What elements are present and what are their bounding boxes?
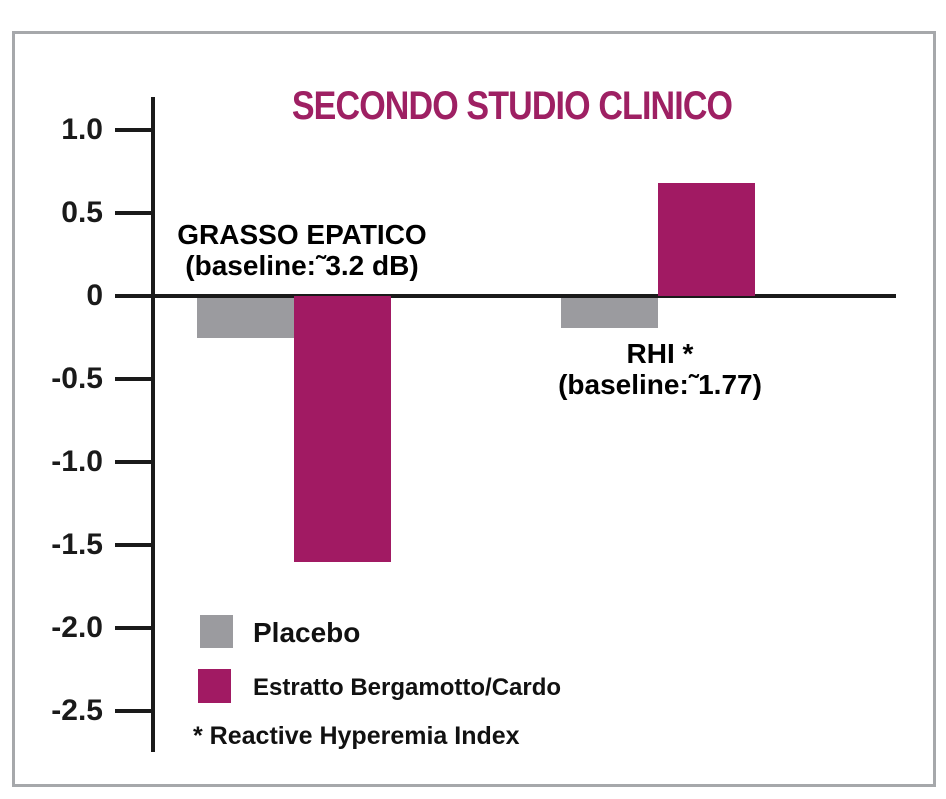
zero-baseline [115,294,896,298]
y-axis-tick [115,626,153,630]
y-axis-tick [115,128,153,132]
bar-placebo-group1 [197,296,294,338]
annotation-rhi-line2: (baseline:˜1.77) [558,369,762,400]
legend-swatch-estratto [198,669,231,703]
legend-swatch-placebo [200,615,233,648]
y-axis-tick [115,709,153,713]
y-axis-tick-label: -1.5 [51,528,103,561]
chart-title: SECONDO STUDIO CLINICO [291,84,733,128]
annotation-grasso-epatico-line1: GRASSO EPATICO [177,219,427,250]
y-axis-tick [115,211,153,215]
y-axis-tick-label: -1.0 [51,445,103,478]
y-axis-tick-label: 0 [86,279,103,312]
bar-placebo-group2 [561,296,658,328]
annotation-grasso-epatico: GRASSO EPATICO (baseline:˜3.2 dB) [142,219,462,281]
y-axis-tick-label: -2.5 [51,694,103,727]
footnote-reactive-hyperemia-index: * Reactive Hyperemia Index [193,722,520,750]
annotation-rhi-line1: RHI * [626,338,694,369]
annotation-rhi: RHI * (baseline:˜1.77) [500,338,820,400]
y-axis-tick [115,377,153,381]
y-axis-tick-label: 1.0 [61,113,103,146]
y-axis-tick [115,543,153,547]
legend-label-estratto: Estratto Bergamotto/Cardo [253,674,562,701]
y-axis-line [151,97,155,752]
chart-frame [12,31,936,787]
y-axis-tick [115,460,153,464]
annotation-grasso-epatico-line2: (baseline:˜3.2 dB) [185,250,419,281]
y-axis-tick-label: -2.0 [51,611,103,644]
y-axis-tick-label: -0.5 [51,362,103,395]
bar-estratto-bergamotto-cardo-group2 [658,183,755,296]
bar-estratto-bergamotto-cardo-group1 [294,296,391,562]
legend-label-placebo: Placebo [253,617,361,648]
y-axis-tick-label: 0.5 [61,196,103,229]
